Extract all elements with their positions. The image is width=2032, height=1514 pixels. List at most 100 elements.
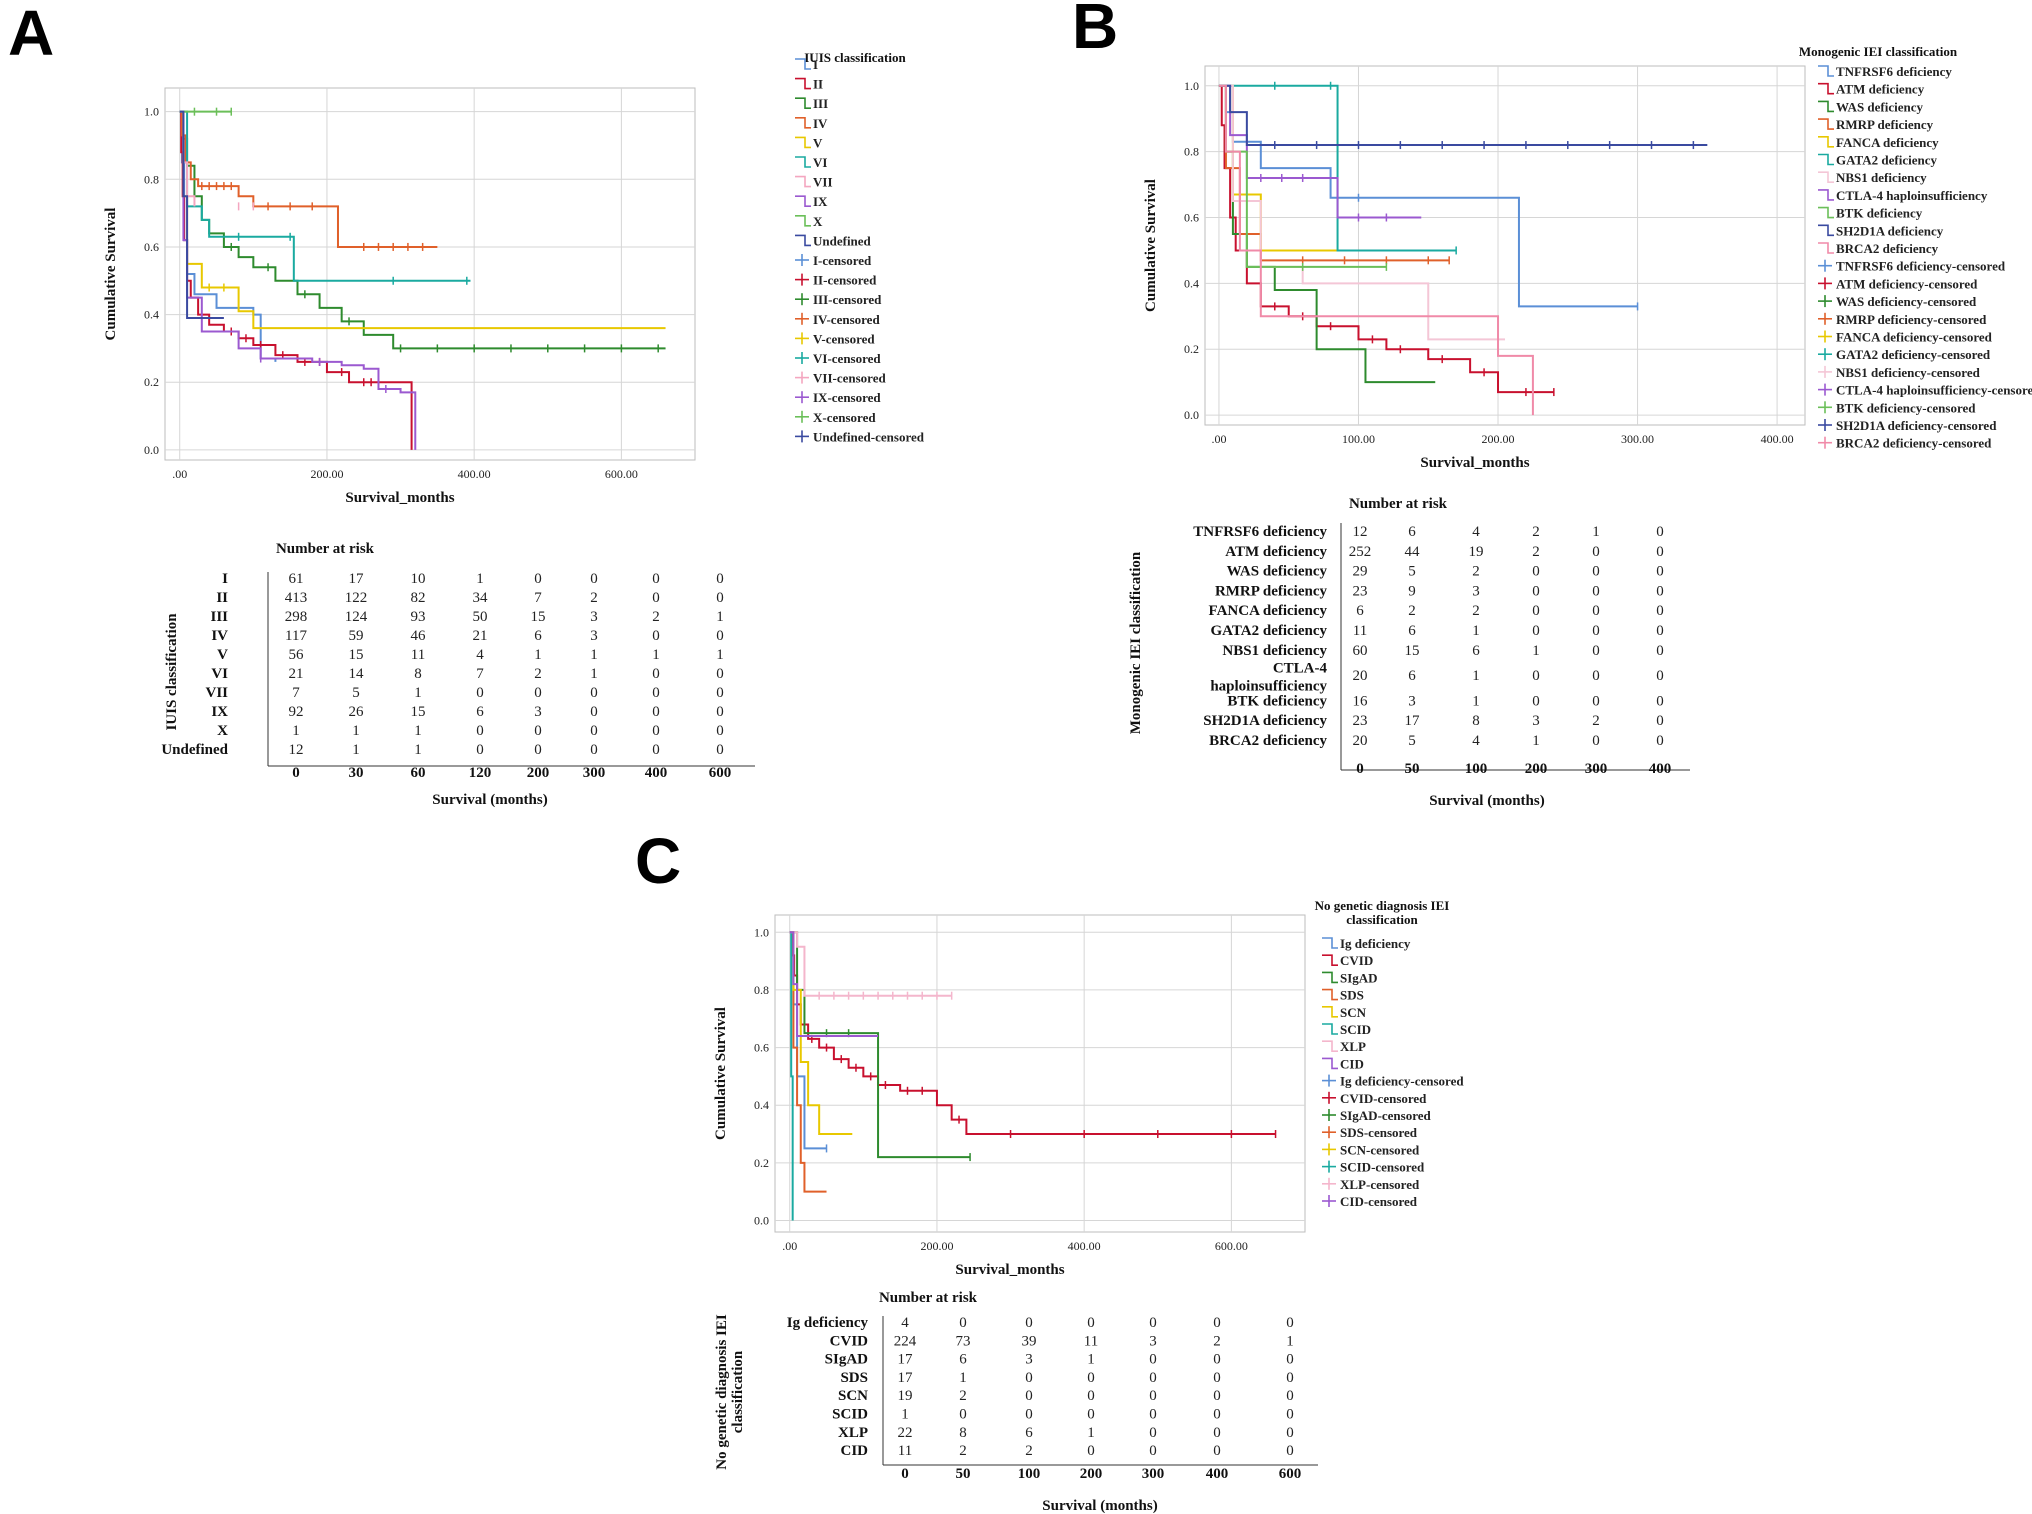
curve-undefined [179,110,224,319]
x-tick-label: 100.00 [1342,432,1375,446]
risk-cell: 10 [411,571,426,587]
risk-cell: 0 [1286,1352,1294,1368]
risk-row-axis-title: classification [730,1350,746,1433]
risk-cell: 2 [590,590,598,606]
risk-cell: 0 [1087,1370,1095,1386]
legend-swatch [1818,206,1834,219]
risk-row-label: IX [211,704,228,720]
legend-swatch [795,215,811,227]
risk-cell: 0 [1025,1315,1033,1331]
risk-cell: 44 [1405,544,1421,560]
risk-cell: 3 [590,609,598,625]
legend-censored-label: IX-censored [813,390,881,405]
legend-swatch [1818,224,1834,237]
y-tick-label: 0.4 [1184,276,1199,290]
risk-cell: 0 [1213,1315,1221,1331]
risk-cell: 0 [1087,1388,1095,1404]
risk-cell: 9 [1408,583,1416,599]
risk-cell: 59 [349,628,364,644]
curve-brca2-deficiency [1218,84,1534,416]
legend-swatch [1322,1006,1338,1018]
risk-cell: 0 [1592,583,1600,599]
legend-swatch [1322,1057,1338,1070]
risk-cell: 5 [1408,733,1416,749]
y-tick-label: 1.0 [754,925,769,939]
legend-swatch [795,156,811,168]
x-tick-label: .00 [782,1239,797,1253]
risk-cell: 0 [1213,1407,1221,1423]
risk-cell: 122 [345,590,368,606]
risk-cell: 3 [1408,693,1416,709]
legend-censored-label: Ig deficiency-censored [1340,1074,1464,1089]
risk-cell: 3 [1149,1333,1157,1349]
x-tick-label: 600.00 [605,467,638,481]
risk-cell: 224 [894,1333,917,1349]
risk-cell: 11 [898,1443,912,1459]
risk-cell: 0 [716,571,724,587]
x-tick-label: .00 [172,467,187,481]
risk-cell: 0 [652,704,660,720]
risk-row-label: Undefined [161,742,228,758]
risk-time-label: 60 [411,765,426,781]
risk-row-label: X [217,723,228,739]
legend-label: X [813,214,823,229]
risk-cell: 12 [1353,524,1368,540]
risk-cell: 1 [414,685,422,701]
y-axis-title: Cumulative Survival [713,1007,729,1140]
y-tick-label: 0.8 [144,172,159,186]
risk-time-label: 400 [645,765,668,781]
risk-row-label: haploinsufficiency [1210,679,1327,695]
risk-cell: 6 [534,628,542,644]
risk-cell: 1 [1472,693,1480,709]
risk-cell: 34 [473,590,489,606]
risk-row-label: SIgAD [825,1352,869,1368]
risk-cell: 11 [1353,623,1367,639]
risk-row-label: VI [211,666,228,682]
risk-cell: 22 [898,1425,913,1441]
curve-sh2d1a-deficiency [1218,84,1708,147]
y-tick-label: 0.8 [754,983,769,997]
risk-cell: 117 [285,628,307,644]
risk-row-label: BTK deficiency [1227,693,1327,709]
risk-row-label: SH2D1A deficiency [1203,713,1327,729]
risk-cell: 6 [476,704,484,720]
risk-cell: 14 [349,666,365,682]
risk-cell: 2 [1472,603,1480,619]
risk-cell: 4 [1472,733,1480,749]
risk-cell: 0 [959,1315,967,1331]
risk-table-title: Number at risk [276,541,375,557]
curve-xlp [789,931,952,997]
risk-row-label: TNFRSF6 deficiency [1193,524,1327,540]
risk-cell: 2 [959,1443,967,1459]
risk-cell: 252 [1349,544,1372,560]
curve-cid [789,931,879,1038]
risk-cell: 11 [411,647,425,663]
risk-cell: 0 [476,723,484,739]
risk-time-label: 100 [1465,761,1488,777]
risk-time-label: 0 [901,1466,909,1482]
risk-cell: 1 [352,742,360,758]
risk-cell: 0 [1656,524,1664,540]
legend-title: IUIS classification [804,50,906,65]
legend-swatch [1322,971,1338,984]
risk-time-title: Survival (months) [432,792,547,808]
y-tick-label: 0.0 [754,1213,769,1227]
legend-label: WAS deficiency [1836,99,1924,114]
risk-cell: 0 [1592,733,1600,749]
risk-cell: 8 [959,1425,967,1441]
risk-cell: 0 [534,742,542,758]
risk-cell: 15 [1405,643,1420,659]
legend-swatch [1322,954,1338,966]
risk-time-label: 0 [292,765,300,781]
risk-cell: 0 [1656,693,1664,709]
risk-cell: 6 [1408,668,1416,684]
legend-label: Undefined [813,233,872,248]
risk-cell: 0 [590,571,598,587]
risk-cell: 0 [1592,643,1600,659]
risk-cell: 19 [898,1388,913,1404]
x-axis-title: Survival_months [1420,455,1529,471]
risk-time-label: 50 [1405,761,1420,777]
curve-iii [179,110,666,350]
risk-cell: 0 [1592,668,1600,684]
